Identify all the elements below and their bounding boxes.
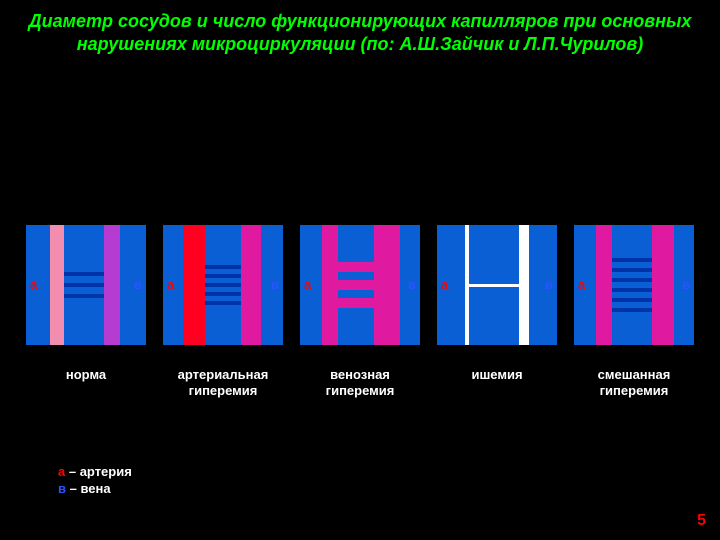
capillary	[64, 272, 104, 276]
vein-bar	[374, 225, 400, 345]
capillary	[612, 268, 652, 272]
capillary	[338, 298, 374, 308]
artery-label-letter: а	[304, 277, 311, 292]
legend-a-text: – артерия	[65, 464, 132, 479]
vein-bar	[104, 225, 120, 345]
capillary	[205, 265, 241, 269]
vein-label-letter: в	[408, 277, 416, 292]
capillary	[64, 294, 104, 298]
capillary	[469, 284, 519, 287]
vein-label-letter: в	[134, 277, 142, 292]
capillary	[205, 292, 241, 296]
artery-label-letter: а	[578, 277, 585, 292]
capillary	[64, 283, 104, 287]
panel-venous_hyperemia: аввенозная гиперемия	[300, 225, 420, 400]
panel-caption: ишемия	[471, 367, 522, 383]
vein-bar	[652, 225, 674, 345]
panel-box: ав	[574, 225, 694, 345]
capillary	[205, 274, 241, 278]
artery-label-letter: а	[167, 277, 174, 292]
vein-label-letter: в	[545, 277, 553, 292]
artery-label-letter: а	[30, 277, 37, 292]
panel-caption: смешанная гиперемия	[598, 367, 671, 400]
panel-box: ав	[437, 225, 557, 345]
panel-box: ав	[300, 225, 420, 345]
panel-normal: авнорма	[26, 225, 146, 400]
panel-box: ав	[26, 225, 146, 345]
artery-bar	[322, 225, 338, 345]
capillary	[205, 301, 241, 305]
panel-caption: венозная гиперемия	[326, 367, 395, 400]
panel-ischemia: авишемия	[437, 225, 557, 400]
panel-caption: норма	[66, 367, 106, 383]
capillary	[612, 298, 652, 302]
vein-label-letter: в	[682, 277, 690, 292]
panel-caption: артериальная гиперемия	[178, 367, 269, 400]
legend-v-letter: в	[58, 481, 66, 496]
artery-label-letter: а	[441, 277, 448, 292]
capillary	[612, 288, 652, 292]
page-number: 5	[697, 512, 706, 530]
artery-bar	[183, 225, 205, 345]
legend: а – артерия в – вена	[58, 463, 132, 498]
capillary	[612, 308, 652, 312]
legend-v-text: – вена	[66, 481, 111, 496]
panel-mixed_hyperemia: авсмешанная гиперемия	[574, 225, 694, 400]
capillary	[338, 280, 374, 290]
artery-bar	[596, 225, 612, 345]
slide-title: Диаметр сосудов и число функционирующих …	[0, 0, 720, 55]
capillary	[338, 262, 374, 272]
vein-bar	[519, 225, 529, 345]
panel-box: ав	[163, 225, 283, 345]
capillary	[612, 258, 652, 262]
artery-bar	[50, 225, 64, 345]
capillary	[612, 278, 652, 282]
diagram-row: авнормаавартериальная гиперемияаввенозна…	[0, 225, 720, 400]
panel-arterial_hyperemia: авартериальная гиперемия	[163, 225, 283, 400]
vein-label-letter: в	[271, 277, 279, 292]
capillary	[205, 283, 241, 287]
vein-bar	[241, 225, 261, 345]
